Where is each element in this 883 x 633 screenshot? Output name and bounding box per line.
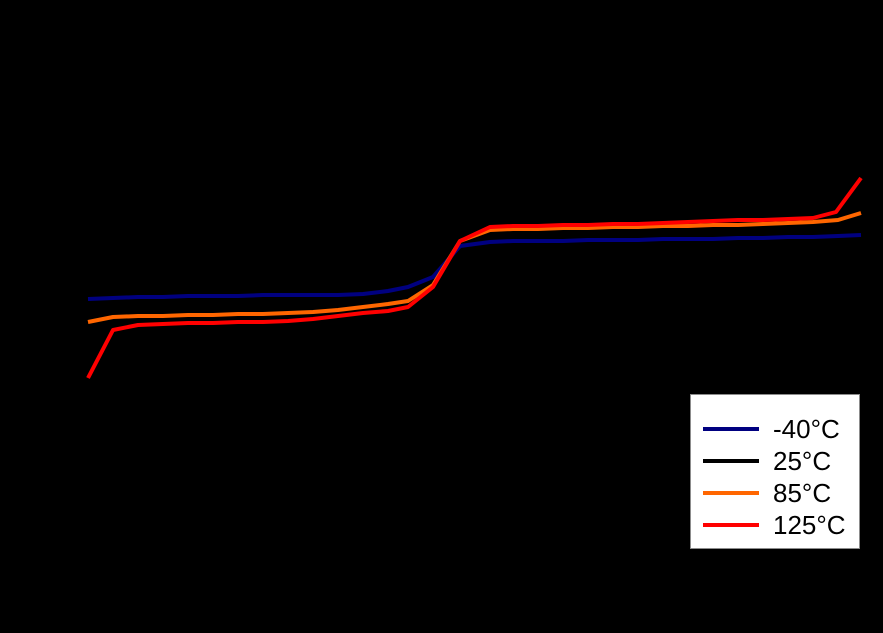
legend-label: -40°C [773,414,840,444]
legend-label: 125°C [773,510,846,540]
series-line-85c [87,211,862,324]
legend-item-85c: 85°C [703,477,831,509]
legend-swatch-red [703,523,759,527]
series-line-125c [86,176,863,379]
legend-swatch-navy [703,427,759,431]
legend-swatch-black [703,459,759,463]
legend-label: 25°C [773,446,832,476]
legend-item-125c: 125°C [703,509,846,541]
legend: -40°C 25°C 85°C 125°C [690,394,860,549]
series-line-minus40c [87,233,862,301]
legend-swatch-orange [703,491,759,495]
legend-item-minus40c: -40°C [703,413,840,445]
legend-label: 85°C [773,478,832,508]
legend-item-25c: 25°C [703,445,831,477]
